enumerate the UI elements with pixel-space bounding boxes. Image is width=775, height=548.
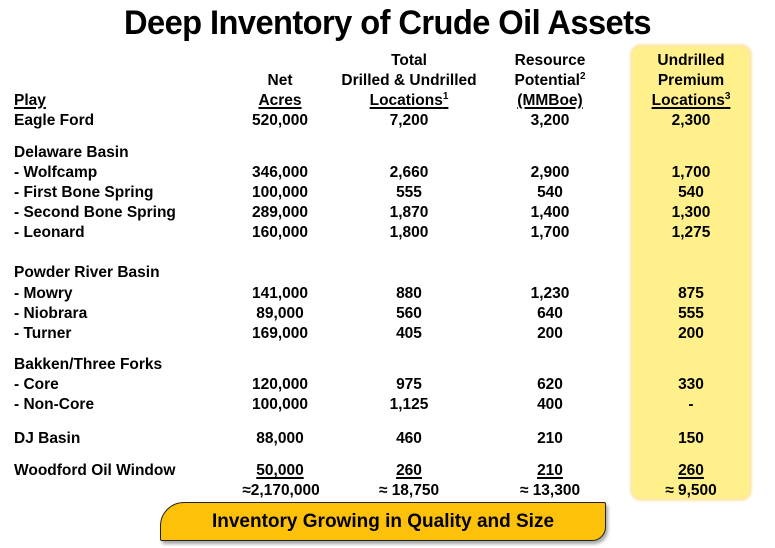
total-resource: ≈ 13,300 <box>519 482 581 499</box>
footnote-3: 3 <box>724 91 731 102</box>
acres-header-line2: Acres <box>258 92 302 109</box>
premium-header-line1: Undrilled <box>657 52 725 69</box>
locations-header-line1: Total <box>391 52 427 69</box>
total-locations: ≈ 18,750 <box>378 482 440 499</box>
resource-header-line3: (MMBoe) <box>517 92 583 109</box>
premium-header-line3: Locations3 <box>651 91 731 110</box>
resource-header-line1: Resource <box>514 52 586 69</box>
total-premium: ≈ 9,500 <box>665 482 717 499</box>
footnote-2: 2 <box>579 71 586 82</box>
slide-title: Deep Inventory of Crude Oil Assets <box>124 4 652 42</box>
premium-locations-highlight <box>631 45 751 500</box>
summary-banner: Inventory Growing in Quality and Size <box>160 502 606 541</box>
locations-header-line2: Drilled & Undrilled <box>341 72 477 89</box>
resource-header-line2: Potential2 <box>514 71 586 90</box>
footnote-1: 1 <box>442 91 449 102</box>
locations-header-line3: Locations1 <box>369 91 449 110</box>
banner-text: Inventory Growing in Quality and Size <box>211 510 555 532</box>
premium-header-line2: Premium <box>657 72 725 89</box>
play-header: Play <box>14 92 46 109</box>
total-acres: ≈2,170,000 <box>242 482 320 499</box>
acres-header-line1: Net <box>267 72 293 89</box>
